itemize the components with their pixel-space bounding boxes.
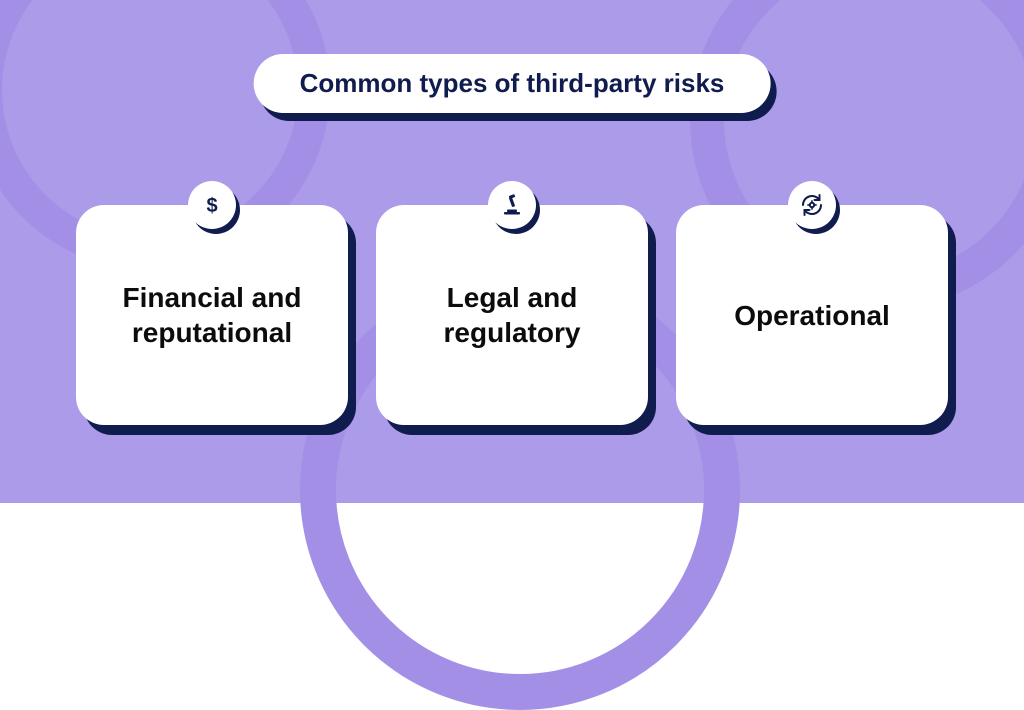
cards-row: $ Financial and reputational Legal and r… [0,205,1024,425]
card-operational: Operational [676,205,948,425]
card-label: Operational [734,298,890,333]
svg-text:$: $ [206,195,217,217]
gear-cycle-icon [799,192,825,218]
card-legal: Legal and regulatory [376,205,648,425]
icon-badge: $ [188,181,236,229]
title-pill: Common types of third-party risks [254,54,771,113]
card-label: Legal and regulatory [400,280,624,350]
title-text: Common types of third-party risks [300,68,725,98]
icon-badge [788,181,836,229]
card-label: Financial and reputational [100,280,324,350]
dollar-icon: $ [201,193,223,217]
icon-badge [488,181,536,229]
card-financial: $ Financial and reputational [76,205,348,425]
infographic-canvas: Common types of third-party risks $ Fina… [0,0,1024,503]
gavel-icon [500,193,524,217]
